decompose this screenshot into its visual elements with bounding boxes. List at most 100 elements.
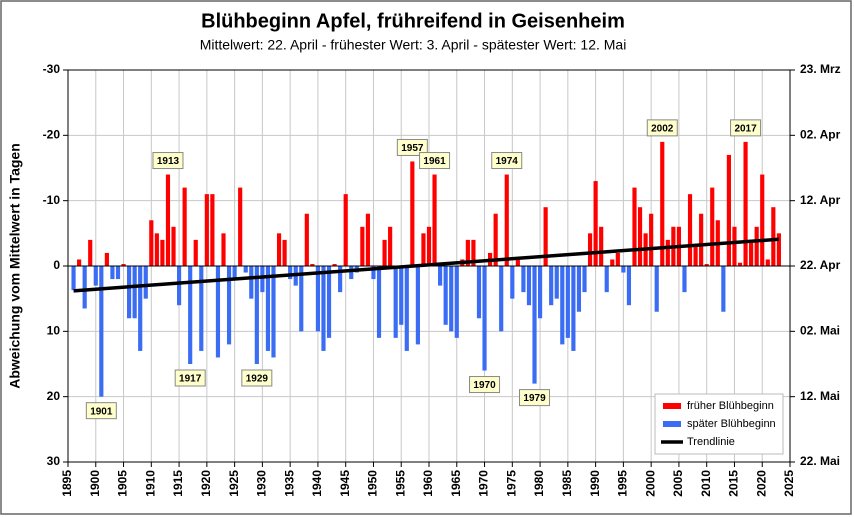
y2-tick-label: 12. Apr (800, 193, 841, 207)
bar (632, 187, 637, 266)
bar (604, 266, 609, 293)
x-tick-label: 1915 (171, 470, 185, 497)
bar (771, 207, 776, 266)
bar (376, 266, 382, 338)
legend-label: früher Blühbeginn (687, 400, 774, 412)
legend-swatch (663, 421, 681, 427)
legend-swatch (663, 403, 681, 409)
x-tick-label: 2015 (727, 470, 741, 497)
annotation-label: 1913 (157, 156, 180, 167)
bar (687, 194, 693, 266)
bar (765, 259, 770, 266)
bar (182, 187, 187, 266)
y2-tick-label: 02. Mai (800, 324, 840, 338)
bar (421, 233, 426, 266)
bar (232, 266, 237, 280)
bar (176, 266, 182, 306)
bar (171, 226, 176, 266)
bar (682, 266, 687, 293)
plot-border (67, 69, 791, 463)
annotation: 1901 (85, 402, 117, 420)
annotation-box (152, 152, 184, 170)
bar (365, 213, 370, 266)
annotation-label: 1970 (473, 380, 496, 391)
bar (276, 233, 282, 266)
annotation-label: 1979 (523, 393, 546, 404)
annotation: 1913 (152, 152, 184, 170)
annotation-label: 1929 (246, 374, 269, 385)
bar (388, 226, 393, 266)
x-tick-label: 1910 (143, 470, 157, 497)
bar (254, 266, 259, 364)
bar (471, 239, 476, 266)
annotation-label: 1957 (401, 143, 424, 154)
bar (721, 266, 726, 312)
bar (426, 226, 432, 266)
bar (526, 266, 532, 306)
bar (321, 266, 326, 351)
bar (315, 266, 321, 332)
annotation-label: 1961 (423, 156, 446, 167)
bar (149, 220, 154, 266)
annotation: 1974 (491, 152, 523, 170)
bar (510, 266, 515, 299)
bar (265, 266, 271, 351)
x-tick-label: 1940 (310, 470, 324, 497)
bar (743, 141, 748, 266)
bar (665, 239, 670, 266)
bar (482, 266, 487, 371)
bar (399, 266, 404, 325)
bar (737, 262, 743, 266)
x-tick-label: 2005 (671, 470, 685, 497)
bar (610, 259, 615, 266)
bar (754, 226, 759, 266)
annotation: 1979 (519, 389, 551, 407)
y2-tick-label: 22. Mai (800, 454, 840, 468)
bar (432, 174, 437, 266)
bar (499, 266, 504, 332)
bar (593, 181, 598, 266)
bar (504, 174, 509, 266)
bar (599, 226, 604, 266)
x-tick-label: 1975 (504, 470, 518, 497)
bar (587, 233, 593, 266)
bar (204, 194, 209, 266)
bar (360, 226, 365, 266)
bar (693, 246, 698, 266)
y-tick-label: 20 (47, 389, 61, 403)
y2-tick-label: 02. Apr (800, 128, 841, 142)
bar (282, 239, 287, 266)
bar (77, 259, 82, 266)
bar (621, 266, 626, 273)
bar (404, 266, 409, 351)
bar (221, 233, 226, 266)
bar (165, 174, 171, 266)
bar (271, 266, 276, 358)
y-tick-label: -10 (43, 193, 61, 207)
bar (154, 233, 159, 266)
bar (476, 266, 482, 319)
annotation: 1970 (469, 376, 501, 394)
bar (710, 187, 715, 266)
annotation-box (491, 152, 523, 170)
bar (537, 266, 543, 319)
bar (338, 266, 343, 293)
annotation: 1929 (241, 369, 273, 387)
x-tick-label: 1900 (88, 470, 102, 497)
x-tick-label: 1945 (338, 470, 352, 497)
x-tick-label: 1935 (282, 470, 296, 497)
bar (571, 266, 576, 351)
bar (188, 266, 193, 364)
bar (732, 226, 737, 266)
y-tick-label: 30 (47, 454, 61, 468)
bar (138, 266, 143, 351)
bar (299, 266, 304, 332)
annotation-box (519, 389, 551, 407)
annotation: 1957 (396, 138, 428, 156)
bar (215, 266, 221, 358)
x-tick-label: 2010 (699, 470, 713, 497)
annotation-label: 1917 (179, 374, 202, 385)
x-tick-label: 1955 (393, 470, 407, 497)
y-axis-label: Abweichung vom Mittelwert in Tagen (7, 143, 23, 389)
